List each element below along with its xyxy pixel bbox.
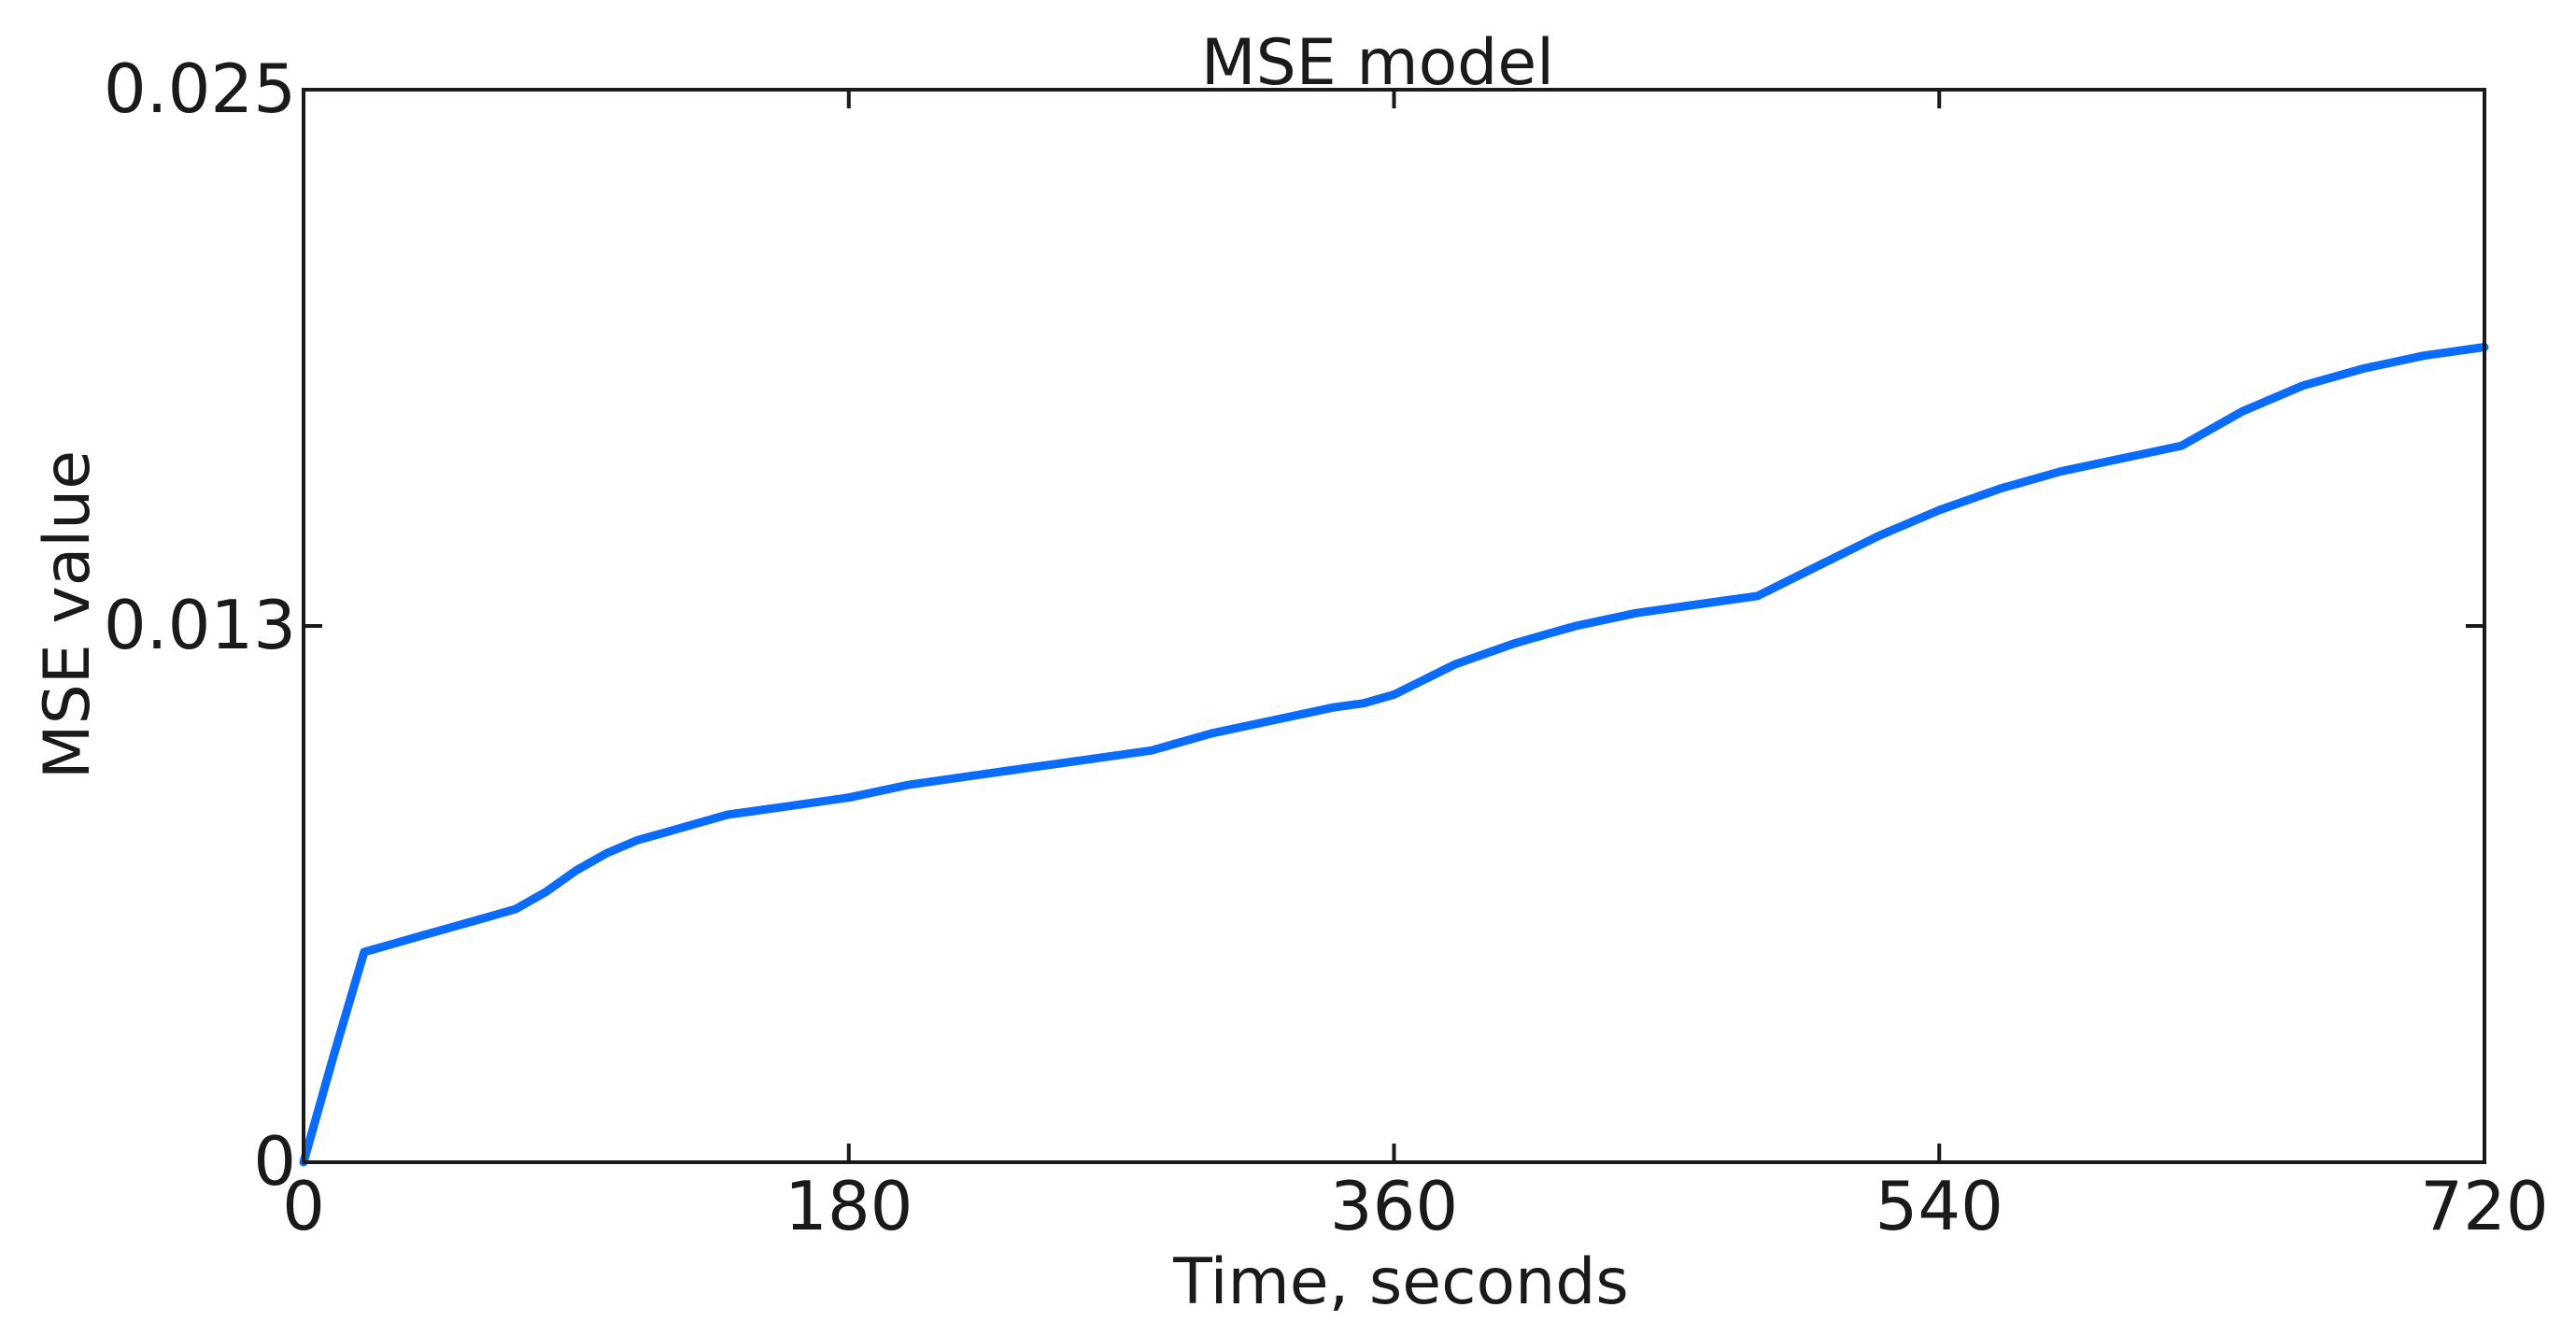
y-tick-label: 0: [253, 1122, 296, 1201]
x-tick-label: 360: [1330, 1167, 1458, 1245]
series-layer: [299, 343, 2489, 1167]
plot-area-frame: [302, 88, 2486, 1164]
ticks-layer: 0 180 360 540 720 0 0.013 0.025: [104, 50, 2549, 1245]
x-tick-label: 540: [1875, 1167, 2003, 1245]
series-line-0: [299, 343, 2489, 1167]
x-axis-label: Time, seconds: [1172, 1245, 1629, 1319]
x-tick-label: 0: [282, 1167, 325, 1245]
x-tick-label: 720: [2420, 1167, 2548, 1245]
y-tick-label: 0.013: [104, 586, 296, 664]
chart-title: MSE model: [1201, 26, 1554, 100]
x-tick-label: 180: [785, 1167, 913, 1245]
y-tick-label: 0.025: [104, 50, 296, 128]
y-axis-label: MSE value: [31, 450, 105, 779]
